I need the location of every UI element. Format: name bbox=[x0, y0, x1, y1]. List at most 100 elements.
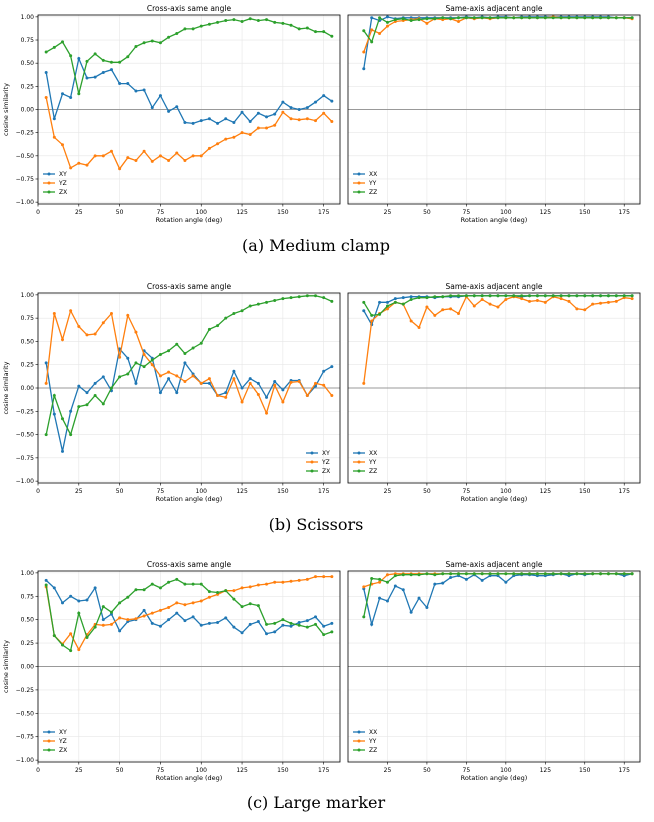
data-point bbox=[622, 16, 626, 20]
data-point bbox=[93, 586, 97, 590]
legend-marker bbox=[47, 730, 51, 734]
data-point bbox=[464, 294, 468, 298]
x-tick-label: 50 bbox=[423, 488, 431, 495]
x-axis-label: Rotation angle (deg) bbox=[156, 216, 223, 224]
data-point bbox=[183, 582, 187, 586]
data-point bbox=[599, 16, 603, 20]
data-point bbox=[85, 391, 89, 395]
data-point bbox=[305, 106, 309, 110]
x-tick-label: 25 bbox=[384, 767, 392, 774]
data-point bbox=[207, 377, 211, 381]
data-point bbox=[207, 146, 211, 150]
data-point bbox=[240, 131, 244, 135]
data-point bbox=[496, 572, 500, 576]
data-point bbox=[449, 307, 453, 311]
data-point bbox=[330, 630, 334, 634]
data-point bbox=[77, 384, 81, 388]
data-point bbox=[183, 619, 187, 623]
x-tick-label: 25 bbox=[384, 209, 392, 216]
data-point bbox=[456, 311, 460, 315]
x-axis-label: Rotation angle (deg) bbox=[461, 495, 528, 503]
legend-marker bbox=[357, 748, 361, 752]
data-point bbox=[101, 321, 105, 325]
x-tick-label: 0 bbox=[36, 209, 40, 216]
data-point bbox=[520, 294, 524, 298]
data-point bbox=[216, 142, 220, 146]
data-point bbox=[322, 633, 326, 637]
data-point bbox=[158, 624, 162, 628]
data-point bbox=[464, 577, 468, 581]
data-point bbox=[248, 585, 252, 589]
data-point bbox=[433, 582, 437, 586]
data-point bbox=[305, 625, 309, 629]
y-tick-label: −0.25 bbox=[16, 687, 35, 694]
legend-label: YZ bbox=[58, 738, 67, 745]
x-tick-label: 125 bbox=[540, 767, 552, 774]
data-point bbox=[44, 433, 48, 437]
x-tick-label: 175 bbox=[618, 767, 630, 774]
data-point bbox=[512, 572, 516, 576]
data-point bbox=[191, 121, 195, 125]
data-point bbox=[362, 300, 366, 304]
data-point bbox=[248, 133, 252, 137]
data-point bbox=[191, 154, 195, 158]
data-point bbox=[314, 30, 318, 34]
data-point bbox=[224, 316, 228, 320]
x-tick-label: 50 bbox=[423, 209, 431, 216]
data-point bbox=[281, 623, 285, 627]
data-point bbox=[535, 572, 539, 576]
data-point bbox=[385, 304, 389, 308]
data-point bbox=[297, 118, 301, 122]
y-tick-label: 0.50 bbox=[21, 338, 35, 345]
data-point bbox=[93, 52, 97, 56]
legend-label: XY bbox=[322, 450, 330, 457]
y-tick-label: 0.00 bbox=[21, 107, 35, 114]
data-point bbox=[224, 616, 228, 620]
data-point bbox=[472, 304, 476, 308]
data-point bbox=[265, 632, 269, 636]
data-point bbox=[69, 594, 73, 598]
data-point bbox=[256, 583, 260, 587]
x-tick-label: 175 bbox=[318, 488, 330, 495]
data-point bbox=[441, 295, 445, 299]
x-tick-label: 25 bbox=[75, 209, 83, 216]
data-point bbox=[175, 611, 179, 615]
y-tick-label: −0.50 bbox=[16, 432, 35, 439]
data-point bbox=[289, 624, 293, 628]
data-point bbox=[330, 299, 334, 303]
data-point bbox=[409, 319, 413, 323]
data-point bbox=[559, 16, 563, 20]
data-point bbox=[158, 41, 162, 45]
data-point bbox=[385, 20, 389, 24]
data-point bbox=[85, 76, 89, 80]
data-point bbox=[378, 312, 382, 316]
data-point bbox=[322, 369, 326, 373]
data-point bbox=[216, 324, 220, 328]
data-point bbox=[44, 50, 48, 54]
data-point bbox=[362, 309, 366, 313]
data-point bbox=[370, 622, 374, 626]
data-point bbox=[109, 622, 113, 626]
data-point bbox=[378, 580, 382, 584]
data-point bbox=[599, 572, 603, 576]
data-point bbox=[441, 581, 445, 585]
series-line-yz bbox=[45, 97, 333, 171]
data-point bbox=[175, 374, 179, 378]
data-point bbox=[265, 582, 269, 586]
data-point bbox=[417, 573, 421, 577]
data-point bbox=[504, 572, 508, 576]
data-point bbox=[207, 595, 211, 599]
x-tick-label: 75 bbox=[157, 488, 165, 495]
x-tick-label: 125 bbox=[236, 209, 248, 216]
data-point bbox=[191, 374, 195, 378]
data-point bbox=[488, 302, 492, 306]
data-point bbox=[281, 297, 285, 301]
data-point bbox=[85, 59, 89, 63]
data-point bbox=[150, 582, 154, 586]
data-point bbox=[425, 606, 429, 610]
data-point bbox=[409, 19, 413, 23]
data-point bbox=[93, 393, 97, 397]
x-tick-label: 125 bbox=[236, 488, 248, 495]
data-point bbox=[273, 298, 277, 302]
data-point bbox=[77, 648, 81, 652]
